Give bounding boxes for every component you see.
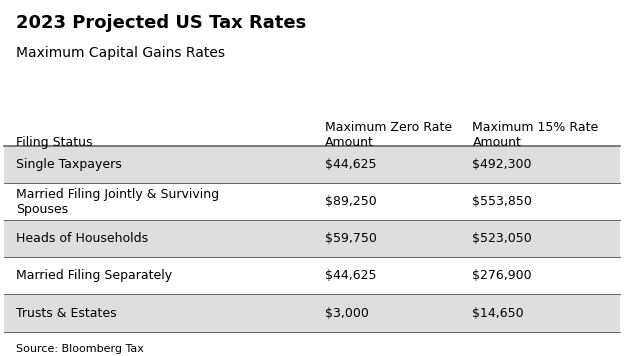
Text: $59,750: $59,750 xyxy=(325,232,377,245)
Text: $276,900: $276,900 xyxy=(472,269,532,282)
Text: Married Filing Separately: Married Filing Separately xyxy=(16,269,173,282)
Text: Married Filing Jointly & Surviving
Spouses: Married Filing Jointly & Surviving Spous… xyxy=(16,188,220,216)
Text: $44,625: $44,625 xyxy=(325,269,376,282)
Text: Maximum Capital Gains Rates: Maximum Capital Gains Rates xyxy=(16,46,225,60)
Text: Maximum Zero Rate
Amount: Maximum Zero Rate Amount xyxy=(325,121,452,149)
Text: $3,000: $3,000 xyxy=(325,307,368,320)
Text: $44,625: $44,625 xyxy=(325,158,376,171)
Bar xyxy=(4,220,620,257)
Text: $492,300: $492,300 xyxy=(472,158,532,171)
Text: Heads of Households: Heads of Households xyxy=(16,232,149,245)
Bar xyxy=(4,146,620,183)
Text: Single Taxpayers: Single Taxpayers xyxy=(16,158,122,171)
Text: Trusts & Estates: Trusts & Estates xyxy=(16,307,117,320)
Text: $553,850: $553,850 xyxy=(472,195,532,208)
Text: $14,650: $14,650 xyxy=(472,307,524,320)
Text: $89,250: $89,250 xyxy=(325,195,376,208)
Text: Source: Bloomberg Tax: Source: Bloomberg Tax xyxy=(16,345,144,355)
Text: $523,050: $523,050 xyxy=(472,232,532,245)
Text: 2023 Projected US Tax Rates: 2023 Projected US Tax Rates xyxy=(16,14,307,32)
Text: Filing Status: Filing Status xyxy=(16,136,93,149)
Bar xyxy=(4,294,620,331)
Text: Maximum 15% Rate
Amount: Maximum 15% Rate Amount xyxy=(472,121,599,149)
